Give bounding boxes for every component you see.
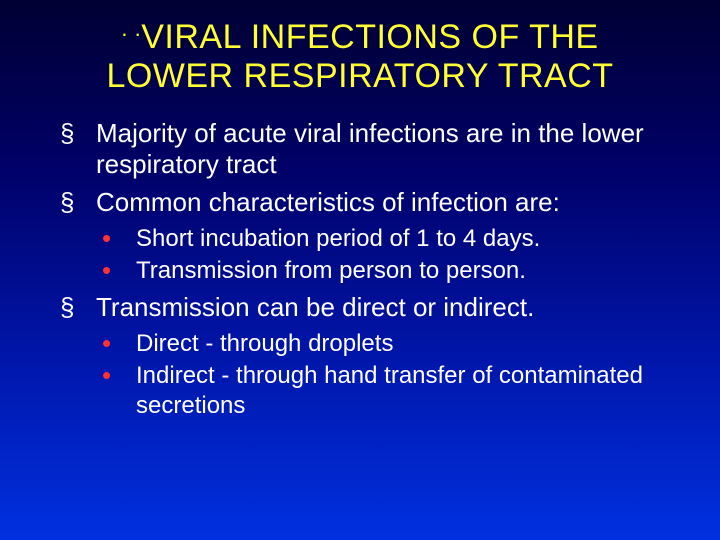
sub-bullet-text: Transmission from person to person. <box>136 257 526 284</box>
sub-bullet-item: Direct - through droplets <box>40 329 680 359</box>
sub-bullet-item: Short incubation period of 1 to 4 days. <box>40 224 680 254</box>
bullet-list: Majority of acute viral infections are i… <box>40 118 680 218</box>
sub-bullet-item: Transmission from person to person. <box>40 256 680 286</box>
bullet-item: Common characteristics of infection are: <box>40 187 680 218</box>
bullet-text: Common characteristics of infection are: <box>96 187 560 217</box>
sub-bullet-text: Short incubation period of 1 to 4 days. <box>136 225 540 252</box>
sub-bullet-text: Indirect - through hand transfer of cont… <box>136 362 643 419</box>
bullet-list: Transmission can be direct or indirect. <box>40 292 680 323</box>
slide-title: . .VIRAL INFECTIONS OF THE LOWER RESPIRA… <box>40 18 680 96</box>
title-line-2: LOWER RESPIRATORY TRACT <box>106 57 613 95</box>
bullet-item: Transmission can be direct or indirect. <box>40 292 680 323</box>
title-prefix: . . <box>121 16 141 41</box>
title-line-1: VIRAL INFECTIONS OF THE <box>141 18 598 56</box>
bullet-item: Majority of acute viral infections are i… <box>40 118 680 180</box>
bullet-text: Transmission can be direct or indirect. <box>96 292 534 322</box>
slide-container: . .VIRAL INFECTIONS OF THE LOWER RESPIRA… <box>0 0 720 540</box>
sub-bullet-list: Direct - through droplets Indirect - thr… <box>40 329 680 421</box>
sub-bullet-item: Indirect - through hand transfer of cont… <box>40 361 680 421</box>
sub-bullet-list: Short incubation period of 1 to 4 days. … <box>40 224 680 286</box>
bullet-text: Majority of acute viral infections are i… <box>96 118 644 179</box>
sub-bullet-text: Direct - through droplets <box>136 330 393 357</box>
